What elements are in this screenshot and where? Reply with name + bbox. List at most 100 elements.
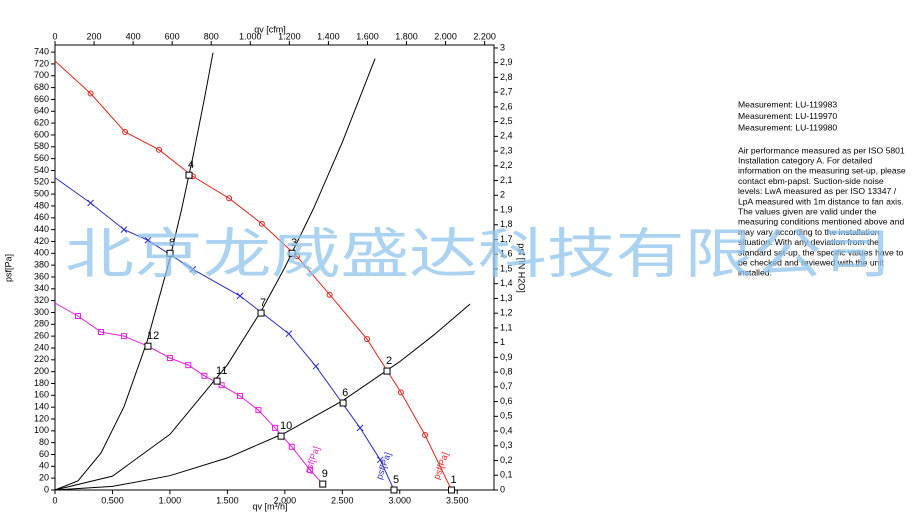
marker (189, 265, 197, 273)
operating-point (166, 249, 174, 257)
description: standard set-up, the specific values hav… (738, 247, 904, 257)
x-tick-label: 1.000 (159, 495, 182, 505)
y-tick-label: 380 (34, 260, 49, 270)
operating-point-label: 3 (291, 237, 297, 249)
y-tick-label: 700 (34, 70, 49, 80)
description: Installation category A. For detailed (738, 155, 872, 165)
y2-tick-label: 1,5 (500, 263, 513, 273)
y-tick-label: 240 (34, 342, 49, 352)
y-tick-label: 560 (34, 153, 49, 163)
y-tick-label: 40 (39, 461, 49, 471)
operating-point (383, 367, 391, 375)
marker (236, 292, 244, 300)
y2-tick-label: 1,9 (500, 204, 513, 214)
y-tick-label: 280 (34, 319, 49, 329)
y-tick-label: 720 (34, 58, 49, 68)
y-tick-label: 640 (34, 106, 49, 116)
marker (272, 424, 279, 431)
operating-point-label: 2 (386, 355, 392, 367)
measurement: Measurement: LU-119970 (738, 111, 837, 121)
x2-tick-label: 200 (87, 31, 102, 41)
marker (87, 199, 94, 207)
y2-tick-label: 1 (500, 337, 505, 347)
operating-point-label: 12 (147, 330, 159, 342)
x2-tick-label: 1.800 (395, 31, 418, 41)
x2-tick-label: 0 (52, 31, 57, 41)
marker (237, 392, 244, 399)
y2-tick-label: 0,2 (500, 455, 513, 465)
description: The values given are valid under the (738, 206, 877, 216)
y2-tick-label: 0,7 (500, 381, 513, 391)
y-tick-label: 100 (34, 425, 49, 435)
operating-point-label: 9 (322, 468, 328, 480)
x-tick-label: 1.500 (216, 495, 239, 505)
x2-tick-label: 800 (204, 31, 219, 41)
marker (156, 146, 163, 153)
marker (326, 291, 333, 298)
marker (218, 382, 225, 389)
y-tick-label: 300 (34, 307, 49, 317)
y-tick-label: 260 (34, 331, 49, 341)
fan-curve (54, 60, 452, 491)
y2-tick-label: 2,4 (500, 131, 513, 141)
x2-tick-label: 1.200 (278, 31, 301, 41)
operating-point-label: 10 (280, 420, 292, 432)
y2-tick-label: 2,2 (500, 160, 513, 170)
y-tick-label: 460 (34, 212, 49, 222)
y-tick-label: 520 (34, 177, 49, 187)
marker (307, 466, 314, 473)
y-tick-label: 120 (34, 413, 49, 423)
x2-tick-label: 1.600 (356, 31, 379, 41)
operating-point-label: 7 (260, 297, 266, 309)
y2-tick-label: 0 (500, 484, 505, 494)
x-tick-label: 2.500 (331, 495, 354, 505)
y2-tick-label: 2,6 (500, 101, 513, 111)
description: situation. With any deviation from the (738, 237, 879, 247)
y-tick-label: 0 (44, 484, 49, 494)
marker (201, 372, 208, 379)
x2-tick-label: 1.000 (239, 31, 262, 41)
description: contact ebm-papst. Suction-side noise (738, 176, 884, 186)
operating-point (288, 249, 296, 257)
x2-tick-label: 1.400 (317, 31, 340, 41)
y2-tick-label: 2,9 (500, 57, 513, 67)
y-tick-label: 340 (34, 283, 49, 293)
y2-tick-label: 2 (500, 190, 505, 200)
description: may vary according to the installation (738, 227, 880, 237)
operating-point (447, 486, 455, 494)
x2-tick-label: 400 (126, 31, 141, 41)
description: Air performance measured as per ISO 5801 (738, 145, 905, 155)
x-tick-label: 3.000 (388, 495, 411, 505)
y2-tick-label: 1,3 (500, 293, 513, 303)
x-tick-label: 0 (52, 495, 57, 505)
marker (285, 330, 293, 338)
fan-curve (54, 302, 324, 485)
y-tick-label: 740 (34, 46, 49, 56)
y-axis-label: psf[Pa] (3, 254, 13, 282)
y2-tick-label: 0,5 (500, 411, 513, 421)
y2-tick-label: 0,8 (500, 366, 513, 376)
y-tick-label: 600 (34, 129, 49, 139)
y-tick-label: 360 (34, 271, 49, 281)
plot-frame (54, 44, 495, 491)
x-tick-label: 2.000 (274, 495, 297, 505)
y-tick-label: 540 (34, 165, 49, 175)
operating-point-label: 5 (393, 474, 399, 486)
marker (258, 220, 265, 227)
operating-point (390, 486, 398, 494)
y-tick-label: 580 (34, 141, 49, 151)
operating-point (339, 399, 347, 407)
y-tick-label: 480 (34, 200, 49, 210)
y-tick-label: 160 (34, 390, 49, 400)
operating-point-label: 11 (216, 365, 227, 377)
description: be checked and reviewed with the unit (738, 257, 884, 267)
marker (185, 362, 192, 369)
marker (376, 456, 384, 464)
description: measuring conditions mentioned above and (738, 217, 904, 227)
operating-point (185, 171, 193, 179)
y-tick-label: 660 (34, 94, 49, 104)
operating-point-label: 1 (450, 474, 456, 486)
marker (226, 195, 233, 202)
y2-axis-label: psf [IN H2O] (517, 243, 527, 293)
